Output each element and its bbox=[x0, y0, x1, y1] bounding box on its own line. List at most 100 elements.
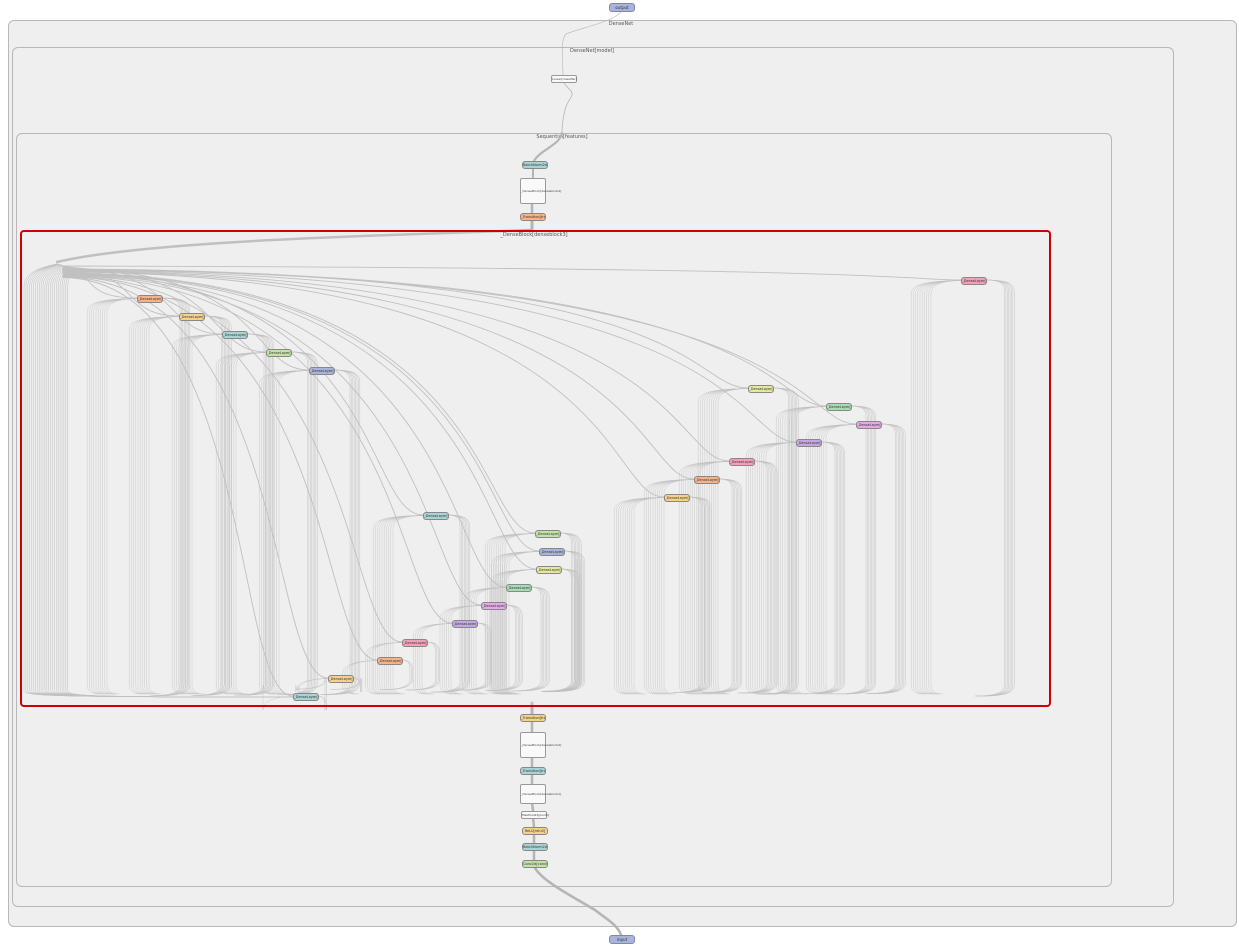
conv0-node[interactable]: Conv2d[conv0] bbox=[522, 860, 548, 868]
edge-layer-drop bbox=[501, 569, 537, 695]
dense-layer-node[interactable]: _DenseLayer[denselayer] bbox=[481, 602, 507, 610]
edge-layer-drop bbox=[791, 406, 827, 695]
edge-layer-drop bbox=[442, 605, 482, 695]
edge-layer-drop bbox=[702, 388, 749, 695]
dense-layer-node[interactable]: _DenseLayer[denselayer] bbox=[539, 548, 565, 556]
edge-layer-out bbox=[984, 279, 1015, 697]
dense-layer-node[interactable]: _DenseLayer[denselayer] bbox=[535, 530, 561, 538]
edge-layer-drop bbox=[144, 316, 180, 695]
edge-layer-out bbox=[382, 659, 414, 690]
transition3-node[interactable]: _Transition[transition3] bbox=[520, 213, 546, 221]
edge-layer-drop bbox=[763, 442, 797, 695]
dense-layer-node[interactable]: _DenseLayer[denselayer] bbox=[536, 566, 562, 574]
denseblock2-node[interactable]: _DenseBlock[denseblock2] bbox=[520, 732, 561, 758]
edge-layer-drop bbox=[381, 515, 424, 695]
dense-layer-node[interactable]: _DenseLayer[denselayer] bbox=[266, 349, 292, 357]
edge-layer-drop bbox=[663, 479, 695, 695]
edge-layer-in bbox=[62, 270, 797, 443]
norm5-node[interactable]: BatchNorm2d[norm5] bbox=[522, 161, 548, 169]
dense-layer-node[interactable]: _DenseLayer[denselayer] bbox=[729, 458, 755, 466]
edge-layer-drop bbox=[421, 623, 453, 695]
edge-layer-drop bbox=[917, 280, 962, 695]
edge-layer-drop bbox=[761, 442, 797, 695]
denseblock1-node[interactable]: _DenseBlock[denseblock1] bbox=[520, 784, 561, 804]
edge-features-norm5 bbox=[532, 131, 564, 163]
edge-layer-drop bbox=[922, 280, 962, 695]
edge-layer-drop bbox=[446, 605, 482, 695]
dense-layer-node[interactable]: _DenseLayer[denselayer] bbox=[309, 367, 335, 375]
dense-layer-node[interactable]: _DenseLayer[denselayer] bbox=[402, 639, 428, 647]
edge-layer-drop bbox=[795, 406, 827, 695]
dense-layer-node[interactable]: _DenseLayer[denselayer] bbox=[826, 403, 852, 411]
edge-layer-out bbox=[492, 604, 523, 691]
edge-layer-drop bbox=[508, 551, 540, 695]
edge-conv0-input bbox=[532, 864, 623, 937]
dense-layer-node[interactable]: _DenseLayer[denselayer] bbox=[328, 675, 354, 683]
edge-layer-drop bbox=[365, 642, 403, 695]
edge-layer-drop bbox=[915, 280, 962, 695]
dense-layer-node[interactable]: _DenseLayer[denselayer] bbox=[137, 295, 163, 303]
dense-layer-node[interactable]: _DenseLayer[denselayer] bbox=[222, 331, 248, 339]
output-node[interactable]: output bbox=[609, 3, 635, 12]
edge-layer-drop bbox=[782, 406, 827, 695]
edge-layer-drop bbox=[776, 406, 827, 695]
edge-layer-drop bbox=[216, 352, 267, 695]
edge-layer-drop bbox=[924, 280, 962, 695]
denseblock4-node[interactable]: _DenseBlock[denseblock4] bbox=[520, 178, 561, 204]
edge-layer-drop bbox=[911, 280, 962, 695]
edge-layer-drop bbox=[148, 316, 180, 695]
transition2-node[interactable]: _Transition[transition2] bbox=[520, 714, 546, 722]
transition1-node[interactable]: _Transition[transition1] bbox=[520, 767, 546, 775]
norm0-node[interactable]: BatchNorm2d[norm0] bbox=[522, 843, 548, 851]
edge-layer-drop bbox=[261, 370, 310, 695]
edge-layer-drop bbox=[709, 388, 749, 695]
edge-layer-drop bbox=[91, 298, 138, 695]
edge-layer-drop bbox=[685, 461, 730, 695]
dense-layer-node[interactable]: _DenseLayer[denselayer] bbox=[179, 313, 205, 321]
dense-layer-node[interactable]: _DenseLayer[denselayer] bbox=[664, 494, 690, 502]
edge-layer-drop bbox=[471, 587, 507, 695]
edge-output-linear bbox=[561, 9, 622, 76]
linear-classifier-node[interactable]: Linear[classifier] bbox=[551, 75, 577, 83]
edge-layer-drop bbox=[629, 497, 665, 695]
edge-layer-in bbox=[62, 275, 453, 624]
edge-layer-drop bbox=[178, 334, 223, 695]
dense-layer-node[interactable]: _DenseLayer[denselayer] bbox=[293, 693, 319, 701]
edge-layer-drop bbox=[655, 479, 695, 695]
edge-layer-drop bbox=[176, 334, 223, 695]
edge-layer-drop bbox=[185, 334, 223, 695]
edge-layer-drop bbox=[388, 515, 424, 695]
edge-layer-drop bbox=[696, 461, 730, 695]
edge-layer-drop bbox=[106, 298, 138, 695]
dense-layer-node[interactable]: _DenseLayer[denselayer] bbox=[506, 584, 532, 592]
edge-layer-drop bbox=[823, 424, 857, 695]
dense-layer-node[interactable]: _DenseLayer[denselayer] bbox=[377, 657, 403, 665]
relu0-node[interactable]: ReLU[relu0] bbox=[522, 827, 548, 835]
denseblock3-frame[interactable] bbox=[20, 230, 1051, 707]
edge-layer-drop bbox=[492, 569, 537, 695]
edge-layer-in bbox=[62, 277, 294, 697]
dense-layer-node[interactable]: _DenseLayer[denselayer] bbox=[796, 439, 822, 447]
edge-layer-in bbox=[62, 273, 537, 570]
dense-layer-node[interactable]: _DenseLayer[denselayer] bbox=[423, 512, 449, 520]
dense-layer-node[interactable]: _DenseLayer[denselayer] bbox=[452, 620, 478, 628]
dense-layer-node[interactable]: _DenseLayer[denselayer] bbox=[961, 277, 987, 285]
edge-layer-drop bbox=[129, 316, 180, 695]
dense-layer-node[interactable]: _DenseLayer[denselayer] bbox=[748, 385, 774, 393]
edge-layer-in bbox=[62, 272, 536, 534]
edge-layer-drop bbox=[821, 424, 857, 695]
edge-layer-drop bbox=[218, 352, 267, 695]
input-node[interactable]: input bbox=[609, 935, 635, 944]
edge-layer-drop bbox=[657, 479, 695, 695]
edge-layer-out bbox=[329, 369, 361, 695]
edge-layer-drop bbox=[646, 479, 695, 695]
edge-layer-drop bbox=[413, 623, 453, 695]
edge-layer-drop bbox=[371, 642, 403, 695]
edge-layer-drop bbox=[504, 551, 540, 695]
dense-layer-node[interactable]: _DenseLayer[denselayer] bbox=[694, 476, 720, 484]
dense-layer-node[interactable]: _DenseLayer[denselayer] bbox=[856, 421, 882, 429]
edge-layer-drop bbox=[681, 461, 730, 695]
pool0-node[interactable]: MaxPool2d[pool0] bbox=[521, 811, 549, 819]
edge-layer-drop bbox=[500, 551, 540, 695]
edge-layer-drop bbox=[690, 461, 730, 695]
